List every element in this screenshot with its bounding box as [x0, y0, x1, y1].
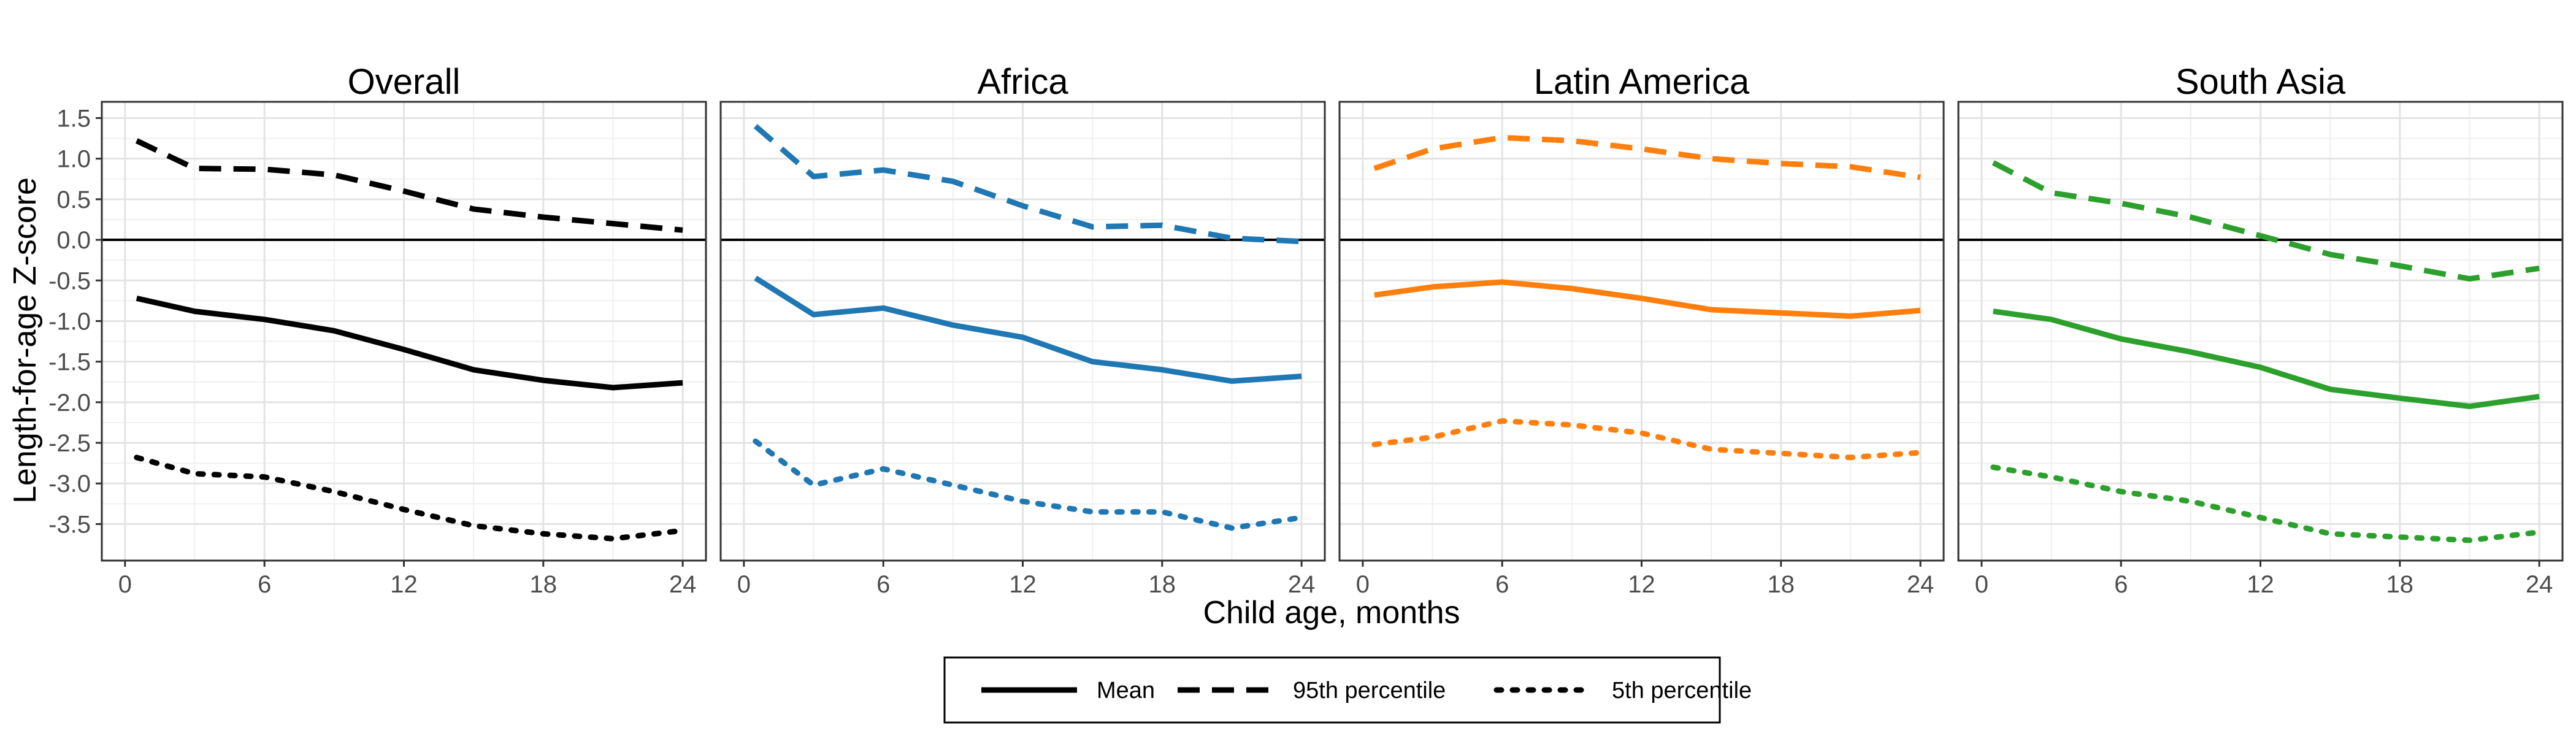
- x-axis: 0 6 12 18 24 0 6 12 18 24 0 6 12 18 24 0 6 12 18 24: [118, 561, 2553, 598]
- series-line-mean: [1374, 279, 1921, 319]
- legend-label: Mean: [1097, 678, 1155, 703]
- y-tick-label: -3.5: [48, 511, 91, 538]
- x-tick-label: 18: [1149, 571, 1176, 598]
- legend-label: 5th percentile: [1612, 678, 1752, 703]
- x-tick-label: 12: [390, 571, 418, 598]
- series-line-95th-percentile: [753, 124, 1302, 245]
- x-tick-label: 24: [669, 571, 697, 598]
- x-tick-label: 6: [876, 571, 890, 598]
- facet-overall: Overall: [101, 62, 707, 562]
- x-tick-label: 0: [1356, 571, 1370, 598]
- panel-title: Overall: [348, 62, 461, 102]
- x-tick-label: 0: [1975, 571, 1988, 598]
- series-line-5th-percentile: [1990, 464, 2542, 543]
- x-tick-label: 18: [1768, 571, 1795, 598]
- series-line-95th-percentile: [135, 138, 683, 233]
- y-axis-title: Length-for-age Z-score: [7, 177, 43, 504]
- series-line-mean: [1993, 309, 2540, 409]
- facet-latin-america: Latin America: [1338, 62, 1945, 562]
- facet-africa: Africa: [719, 62, 1326, 562]
- series-line-5th-percentile: [134, 454, 686, 542]
- facet-panels: Overall Africa Latin America South Asia: [101, 62, 2564, 562]
- legend-item-5th-percentile: 5th percentile: [1493, 678, 1752, 703]
- x-tick-label: 18: [2386, 571, 2414, 598]
- y-tick-label: -1.5: [48, 349, 91, 376]
- x-tick-label: 12: [2247, 571, 2274, 598]
- x-tick-label: 24: [1907, 571, 1934, 598]
- y-tick-label: 0.0: [56, 227, 91, 254]
- x-tick-label: 6: [2114, 571, 2128, 598]
- series-line-95th-percentile: [1373, 134, 1921, 180]
- legend: Mean 95th percentile 5th percentile: [943, 656, 1752, 724]
- y-tick-label: -2.0: [48, 389, 91, 416]
- x-axis-title: Child age, months: [1203, 595, 1460, 631]
- panel-title: Latin America: [1534, 62, 1750, 102]
- series-line-5th-percentile: [1371, 418, 1923, 461]
- series-line-mean: [754, 275, 1302, 384]
- x-tick-label: 0: [737, 571, 751, 598]
- y-tick-label: -0.5: [48, 267, 91, 294]
- x-tick-label: 18: [530, 571, 558, 598]
- x-tick-label: 6: [1495, 571, 1509, 598]
- facet-south-asia: South Asia: [1957, 62, 2564, 562]
- x-tick-label: 24: [2526, 571, 2553, 598]
- series-line-mean: [136, 296, 683, 391]
- x-tick-label: 0: [118, 571, 132, 598]
- x-tick-label: 24: [1288, 571, 1316, 598]
- y-tick-label: 0.5: [56, 186, 91, 213]
- legend-label: 95th percentile: [1293, 678, 1446, 703]
- panel-title: South Asia: [2175, 62, 2346, 102]
- series-line-95th-percentile: [1991, 160, 2540, 282]
- x-tick-label: 12: [1628, 571, 1655, 598]
- legend-item-95th-percentile: 95th percentile: [1178, 678, 1446, 703]
- y-tick-label: -2.5: [48, 430, 91, 457]
- y-tick-label: -1.0: [48, 308, 91, 335]
- x-tick-label: 12: [1009, 571, 1037, 598]
- series-line-5th-percentile: [753, 438, 1305, 531]
- y-tick-label: -3.0: [48, 470, 91, 497]
- y-axis: 1.5 1.0 0.5 0.0 -0.5 -1.0 -1.5 -2.0 -2.5 -3.0 -3.5: [48, 105, 102, 538]
- x-tick-label: 6: [258, 571, 271, 598]
- legend-item-mean: Mean: [981, 678, 1155, 703]
- y-tick-label: 1.0: [56, 146, 91, 173]
- panel-title: Africa: [977, 62, 1068, 102]
- y-tick-label: 1.5: [56, 105, 91, 132]
